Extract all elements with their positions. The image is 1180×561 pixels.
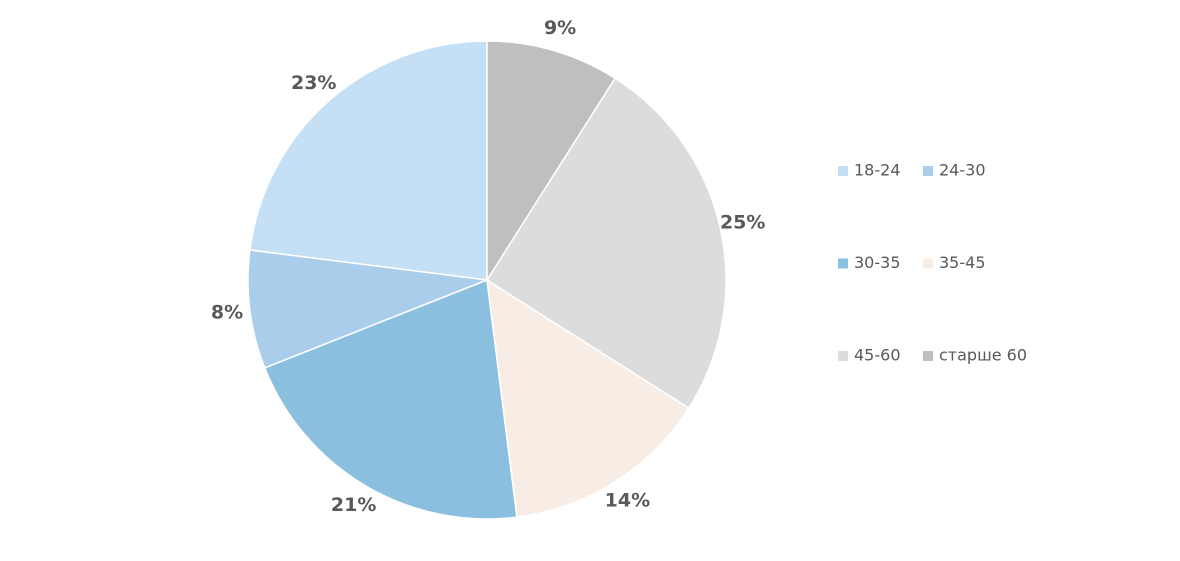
legend-swatch bbox=[838, 166, 848, 176]
data-label: 14% bbox=[605, 490, 650, 512]
legend-label: 30-35 bbox=[854, 253, 901, 272]
data-label: 25% bbox=[720, 211, 765, 233]
pie-slice bbox=[249, 40, 488, 281]
data-label: 8% bbox=[211, 301, 243, 323]
legend-label: 24-30 bbox=[939, 161, 986, 180]
pie-slice bbox=[486, 278, 690, 518]
legend-label: 45-60 bbox=[854, 346, 901, 365]
legend-swatch bbox=[923, 258, 933, 269]
data-label: 23% bbox=[291, 72, 336, 94]
pie-slice bbox=[486, 40, 617, 283]
legend-swatch bbox=[838, 351, 848, 361]
pie-slice bbox=[263, 278, 518, 520]
legend-swatch bbox=[923, 166, 933, 176]
data-label: 21% bbox=[331, 494, 376, 516]
data-label: 9% bbox=[544, 17, 576, 39]
legend-label: 18-24 bbox=[854, 161, 901, 180]
legend-swatch bbox=[838, 258, 848, 269]
pie-slice bbox=[485, 77, 727, 410]
legend-swatch bbox=[923, 351, 933, 361]
legend-label: старше 60 bbox=[939, 346, 1027, 365]
pie-slice bbox=[247, 249, 488, 369]
legend-label: 35-45 bbox=[939, 253, 986, 272]
